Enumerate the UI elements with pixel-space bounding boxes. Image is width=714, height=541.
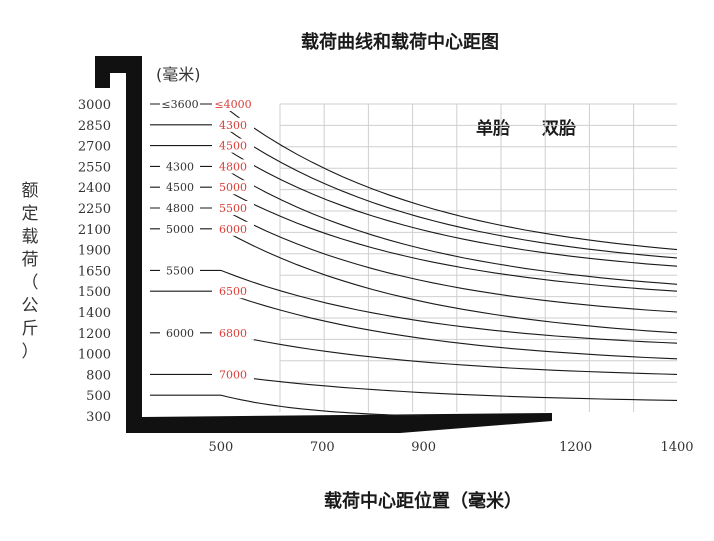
load-curves	[150, 103, 678, 417]
double-tire-label: 4300	[219, 119, 247, 132]
load-curve	[150, 394, 424, 417]
y-tick-label: 1650	[78, 264, 111, 279]
y-tick-label: 300	[86, 410, 111, 425]
double-tire-label: 5000	[219, 181, 247, 194]
label-bg	[212, 97, 254, 111]
y-tick-label: 500	[86, 389, 111, 404]
label-bg	[160, 201, 200, 215]
load-curve	[150, 145, 678, 267]
single-tire-label: 4800	[166, 202, 194, 215]
double-tire-label: 7000	[219, 368, 247, 381]
x-tick-label: 700	[310, 440, 335, 455]
y-tick-label: 1000	[78, 348, 111, 363]
y-tick-label: 800	[86, 368, 111, 383]
y-tick-label: 2100	[78, 223, 111, 238]
y-axis-label-char: 斤	[22, 319, 39, 339]
y-axis-label-char: 荷	[22, 250, 39, 270]
label-bg	[212, 159, 254, 174]
label-bg	[212, 325, 254, 340]
load-curve	[150, 290, 678, 360]
y-tick-label: 2550	[78, 160, 111, 175]
load-curve	[150, 228, 678, 334]
x-tick-label: 500	[209, 440, 234, 455]
label-bg	[160, 159, 200, 174]
load-curve	[150, 124, 678, 259]
single-tire-label: 5000	[166, 223, 194, 236]
label-bg	[212, 367, 254, 382]
load-curve	[150, 207, 678, 313]
double-tire-label: ≤4000	[214, 98, 251, 111]
y-axis-label-char: 载	[22, 227, 39, 247]
label-bg	[160, 221, 200, 236]
axis-ticks: 3000 2850 2700 2550 2400 2250 2100 1900 1650 1500…	[78, 98, 694, 455]
single-tire-label: 6000	[166, 327, 194, 340]
axis-frame	[95, 56, 552, 433]
single-tire-label: 4300	[166, 160, 194, 173]
y-tick-label: 3000	[78, 98, 111, 113]
load-curve	[150, 186, 678, 292]
label-bg	[160, 263, 200, 278]
load-curve	[150, 269, 678, 344]
double-tire-label: 5500	[219, 202, 247, 215]
y-tick-label: 1500	[78, 285, 111, 300]
x-tick-label: 900	[411, 440, 436, 455]
y-axis-label-char: ）	[22, 342, 39, 362]
label-bg	[160, 180, 200, 195]
x-tick-label: 1200	[559, 440, 592, 455]
y-axis-label-char: （	[22, 273, 39, 293]
label-bg	[212, 117, 254, 132]
x-tick-label: 1400	[660, 440, 693, 455]
y-axis-label-char: 额	[22, 181, 39, 201]
double-tire-label: 6000	[219, 223, 247, 236]
curve-labels: ≤3600 ≤4000 4300 4500 4300 4800 4500 5000 4800 55…	[160, 97, 254, 382]
load-curve	[150, 332, 678, 375]
single-tire-label: 4500	[166, 181, 194, 194]
load-curve	[150, 103, 678, 251]
double-tire-label: 6500	[219, 285, 247, 298]
y-tick-label: 1400	[78, 306, 111, 321]
y-axis-label-char: 公	[22, 296, 39, 316]
y-axis-label-char: 定	[22, 204, 39, 224]
label-bg	[212, 201, 254, 215]
y-tick-label: 2250	[78, 202, 111, 217]
grid	[279, 103, 677, 412]
load-curve	[150, 165, 678, 285]
y-unit-label: (毫米)	[156, 65, 201, 84]
double-tire-label: 6800	[219, 327, 247, 340]
y-tick-label: 2850	[78, 119, 111, 134]
label-bg	[212, 221, 254, 236]
legend-single-tire: 单胎	[476, 118, 510, 139]
label-bg	[212, 284, 254, 299]
label-bg	[212, 138, 254, 153]
y-tick-label: 1200	[78, 327, 111, 342]
legend-double-tire: 双胎	[542, 118, 576, 139]
x-axis-label: 载荷中心距位置（毫米）	[324, 490, 522, 512]
single-tire-label: ≤3600	[161, 98, 198, 111]
double-tire-label: 4800	[219, 160, 247, 173]
single-tire-label: 5500	[166, 264, 194, 277]
y-tick-label: 2700	[78, 140, 111, 155]
double-tire-label: 4500	[219, 140, 247, 153]
label-bg	[160, 97, 200, 111]
chart-title: 载荷曲线和载荷中心距图	[301, 31, 499, 53]
y-tick-label: 2400	[78, 181, 111, 196]
label-bg	[160, 325, 200, 340]
load-curve	[150, 373, 678, 401]
y-tick-label: 1900	[78, 244, 111, 259]
label-bg	[212, 180, 254, 195]
